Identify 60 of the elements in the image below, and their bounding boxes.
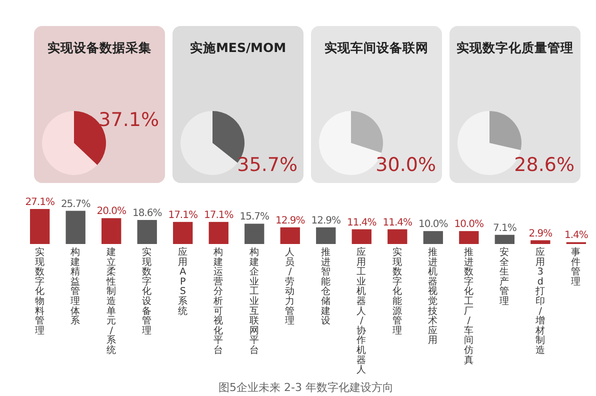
bar (530, 240, 550, 244)
bar (66, 210, 86, 244)
data-label: 18.6% (132, 208, 162, 219)
data-label: 10.0% (454, 219, 484, 230)
data-label: 27.1% (25, 197, 54, 208)
bar (208, 222, 228, 244)
data-label: 12.9% (275, 215, 305, 226)
data-label: 17.1% (168, 210, 198, 221)
category-label: 构建企业工业互联网平台 (249, 247, 260, 356)
pie-slice (42, 111, 98, 175)
data-label: 10.0% (418, 219, 448, 230)
bar (137, 220, 157, 244)
data-label: 2.9% (528, 228, 552, 240)
x-tick-label: 事件管理 (571, 246, 582, 288)
data-label: 35.7% (237, 154, 298, 176)
data-label: 15.7% (240, 212, 270, 223)
category-label: 实现数字化能源管理 (392, 247, 402, 336)
x-tick-label: 构建精益管理体系 (70, 246, 81, 327)
bar (280, 227, 300, 244)
data-label: 12.9% (311, 215, 341, 226)
bar (388, 229, 408, 244)
bar (102, 218, 122, 244)
category-label: 推进机器视觉技术应用 (428, 247, 438, 346)
data-label: 20.0% (96, 206, 126, 218)
bar (244, 224, 264, 244)
bar (494, 234, 514, 244)
pie-slice (490, 111, 522, 150)
chart-title: 实施MES/MOM (190, 40, 286, 55)
data-label: 11.4% (346, 217, 376, 228)
category-label: 推进数字化工厂/车间仿真 (464, 247, 474, 366)
data-label: 28.6% (514, 154, 574, 176)
bar (352, 229, 372, 244)
chart-title: 实现设备数据采集 (48, 40, 152, 55)
category-label: 实现数字化设备管理 (142, 247, 152, 336)
category-label: 应用工业机器人/协作机器人 (356, 247, 367, 376)
caption: 图5企业未来 2-3 年数字化建设方向 (218, 381, 394, 394)
category-label: 应用3d打印/增材制造 (535, 247, 546, 356)
category-label: 构建运营分析可视化平台 (214, 247, 224, 356)
data-label: 11.4% (382, 217, 412, 228)
x-tick-label: 人员/劳动力管理 (285, 247, 296, 327)
category-label: 建立柔性制造单元/系统 (106, 247, 116, 356)
bar (459, 231, 479, 244)
bar (30, 209, 50, 244)
data-label: 17.1% (204, 210, 234, 221)
x-tick-label: 推进智能仓储建设 (320, 246, 331, 327)
pie-slice (351, 111, 383, 153)
bar (173, 222, 193, 244)
x-tick-label: 应用APS系统 (178, 246, 188, 317)
data-label: 30.0% (376, 154, 436, 176)
data-label: 37.1% (98, 109, 159, 131)
category-label: 实现数字化物料管理 (34, 247, 45, 336)
chart-title: 实现车间设备联网 (324, 40, 428, 55)
data-label: 7.1% (492, 222, 516, 234)
data-label: 25.7% (60, 198, 90, 210)
bar (423, 231, 443, 244)
x-tick-label: 安全生产管理 (500, 246, 510, 307)
pie-slice (180, 111, 238, 175)
bar (316, 227, 336, 244)
chart-title: 实现数字化质量管理 (456, 40, 574, 55)
data-label: 1.4% (564, 230, 588, 242)
